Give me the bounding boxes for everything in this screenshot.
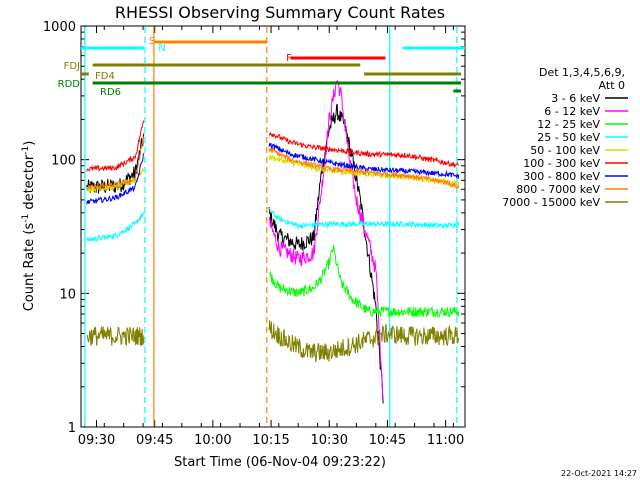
legend-label: 6 - 12 keV — [544, 105, 600, 118]
series-line — [86, 142, 460, 205]
y-label-part: Count Rate (s — [22, 223, 37, 312]
series-line — [268, 79, 384, 399]
x-tick-labels: 09:30 09:45 10:00 10:15 10:30 10:45 11:00 — [78, 433, 465, 448]
legend-label: 3 - 6 keV — [551, 92, 600, 105]
vertical-markers — [84, 27, 458, 426]
legend-label: 800 - 7000 keV — [516, 183, 600, 196]
flag-label: RD6 — [100, 87, 121, 98]
flag-label: FD4 — [95, 71, 115, 82]
chart-title: RHESSI Observing Summary Count Rates — [115, 3, 445, 22]
y-tick-label: 100 — [51, 154, 76, 169]
x-tick-label: 10:30 — [311, 433, 348, 448]
flag-label: FDJ — [64, 61, 80, 72]
y-label-part: detector — [22, 154, 37, 214]
legend-label: 100 - 300 keV — [523, 157, 600, 170]
y-axis-label: Count Rate (s-1 detector-1) — [21, 141, 37, 312]
flag-label: RDD — [58, 79, 81, 90]
x-tick-label: 10:00 — [194, 433, 231, 448]
legend-label: 50 - 100 keV — [530, 144, 600, 157]
flag-labels: SN F FDJ FD4 RDD RD6 — [58, 36, 292, 98]
series-line — [86, 136, 460, 191]
x-tick-label: 11:00 — [427, 433, 464, 448]
y-label-sup: -1 — [21, 214, 31, 223]
series-group — [86, 79, 460, 404]
legend-header: Det 1,3,4,5,6,9, — [539, 66, 625, 79]
plot-frame — [80, 25, 466, 428]
flag-label: F — [286, 53, 292, 64]
x-tick-label: 10:45 — [369, 433, 406, 448]
legend-label: 25 - 50 keV — [537, 131, 600, 144]
legend-label: 300 - 800 keV — [523, 170, 600, 183]
axis-ticks — [81, 25, 465, 428]
x-tick-label: 10:15 — [252, 433, 289, 448]
x-tick-label: 09:30 — [78, 433, 115, 448]
y-tick-labels: 1 10 100 1000 — [43, 20, 76, 436]
flag-bars — [81, 40, 465, 93]
y-label-sup: -1 — [21, 146, 31, 155]
flag-label: S — [149, 36, 155, 47]
legend-header: Att 0 — [599, 79, 625, 92]
y-tick-label: 1000 — [43, 20, 76, 35]
legend-label: 12 - 25 keV — [537, 118, 600, 131]
flag-label: N — [158, 43, 165, 54]
x-tick-label: 09:45 — [136, 433, 173, 448]
y-tick-label: 10 — [59, 287, 76, 302]
series-line — [268, 245, 460, 318]
series-line — [86, 320, 460, 363]
y-label-part: ) — [22, 141, 37, 146]
series-line — [86, 120, 459, 173]
series-line — [86, 207, 460, 243]
y-tick-label: 1 — [68, 421, 76, 436]
footer-date: 22-Oct-2021 14:27 — [561, 469, 637, 478]
legend-label: 7000 - 15000 keV — [502, 196, 600, 209]
x-axis-label: Start Time (06-Nov-04 09:23:22) — [174, 455, 386, 470]
